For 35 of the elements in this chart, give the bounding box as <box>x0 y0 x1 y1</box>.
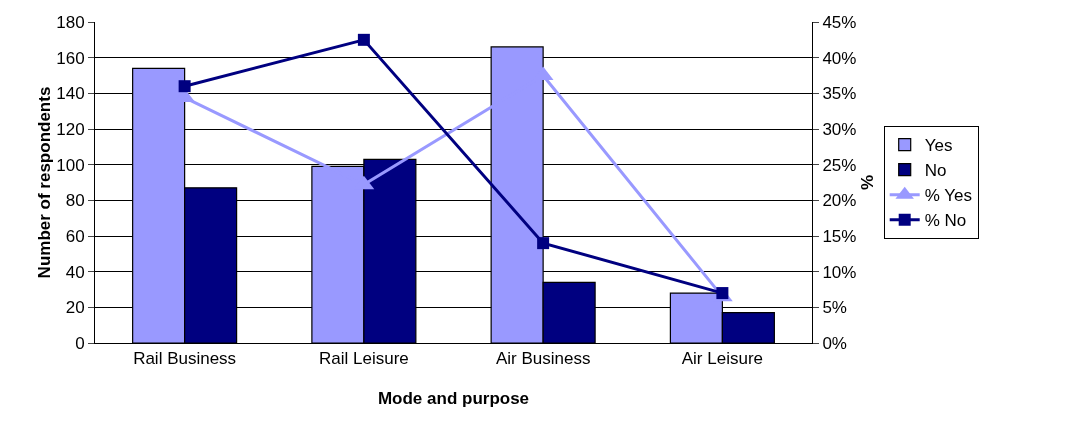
y-tick-label: 140 <box>56 84 85 104</box>
legend-label: % No <box>924 211 967 231</box>
y2-tick-label: 10% <box>822 262 857 282</box>
legend-label: Yes <box>924 136 953 156</box>
y-tick-label: 180 <box>56 12 85 32</box>
x-axis-title: Mode and purpose <box>377 389 530 408</box>
point <box>716 287 729 300</box>
y2-tick-label: 0% <box>822 333 847 353</box>
y-tick-label: 100 <box>56 155 85 175</box>
x-tick-label: Air Leisure <box>681 349 764 369</box>
point <box>357 33 370 46</box>
x-tick-label: Rail Leisure <box>319 349 409 369</box>
y-tick-label: 80 <box>65 191 85 211</box>
y2-tick-label: 25% <box>822 155 857 175</box>
y-axis-title: Number of respondents <box>35 86 55 279</box>
y2-tick-label: 40% <box>822 48 857 68</box>
y-tick-label: 120 <box>56 119 85 139</box>
y-tick-label: 0 <box>75 333 85 353</box>
y2-tick-label: 45% <box>822 12 857 32</box>
x-tick-label: Air Business <box>495 349 591 369</box>
y2-tick-label: 15% <box>822 226 857 246</box>
y2-tick-label: 35% <box>822 84 857 104</box>
y-tick-label: 160 <box>56 48 85 68</box>
point <box>178 80 191 93</box>
legend-label: % Yes <box>924 186 972 206</box>
legend-label: No <box>924 161 947 181</box>
y2-tick-label: 20% <box>822 191 857 211</box>
y2-axis-title: % <box>858 174 878 191</box>
y-tick-label: 20 <box>65 298 85 318</box>
x-tick-label: Rail Business <box>133 349 237 369</box>
y-tick-label: 60 <box>65 226 85 246</box>
y2-tick-label: 30% <box>822 119 857 139</box>
y-tick-label: 40 <box>65 262 85 282</box>
y2-tick-label: 5% <box>822 298 847 318</box>
point <box>537 237 550 250</box>
